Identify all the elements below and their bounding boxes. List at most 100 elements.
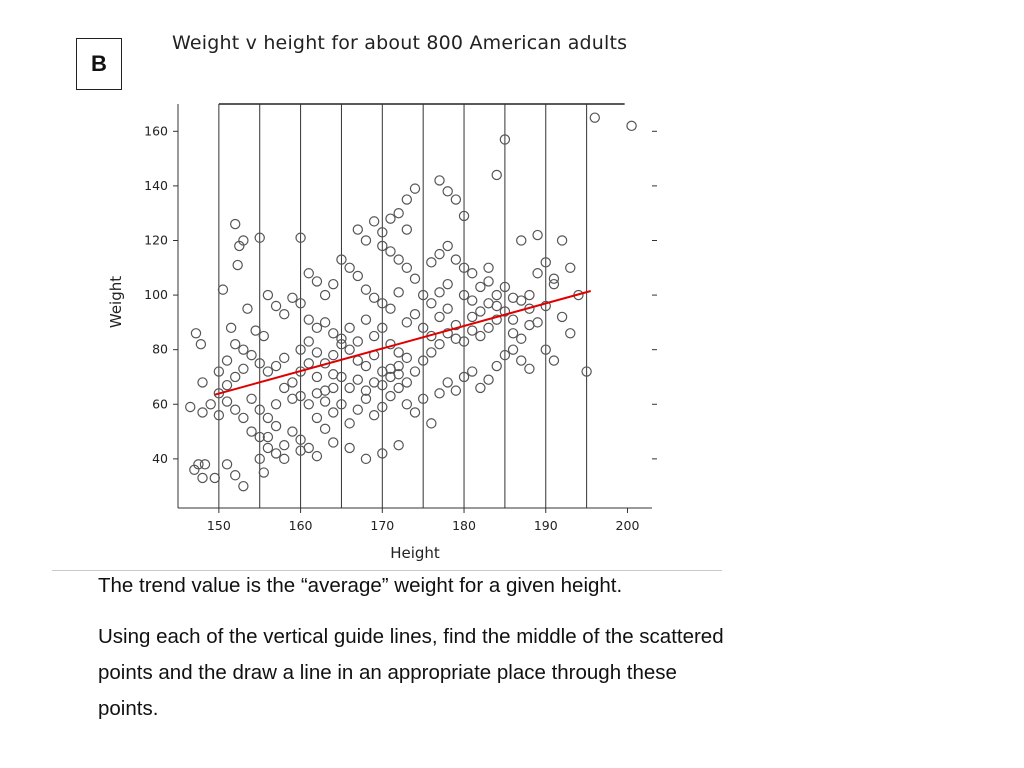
data-point (556, 311, 568, 323)
data-point (254, 232, 265, 243)
data-point (507, 314, 519, 325)
data-point (483, 276, 494, 287)
data-point (303, 314, 314, 325)
data-point (336, 339, 347, 350)
data-point (565, 262, 576, 273)
data-point (377, 379, 388, 391)
data-point (491, 289, 502, 301)
data-point (254, 431, 265, 443)
data-point (499, 134, 511, 145)
data-point (401, 224, 413, 235)
data-point (393, 369, 404, 380)
data-point (450, 319, 462, 331)
data-point (344, 322, 355, 334)
y-tick-label: 80 (152, 342, 168, 357)
data-point (258, 330, 270, 342)
data-point (360, 284, 372, 295)
data-point (377, 298, 388, 309)
data-point (393, 347, 404, 358)
data-point (270, 300, 282, 312)
data-point (426, 418, 437, 429)
data-point (442, 303, 453, 314)
data-point (238, 363, 249, 374)
data-point (295, 434, 306, 445)
data-point (491, 360, 502, 372)
data-point (279, 440, 290, 451)
data-point (360, 393, 372, 405)
data-point (246, 349, 257, 361)
data-point (344, 442, 355, 454)
data-point (195, 339, 207, 350)
data-point (311, 276, 323, 287)
data-point (193, 459, 204, 470)
data-point (319, 289, 331, 301)
data-point (287, 377, 298, 388)
data-point (385, 246, 396, 257)
data-point (556, 235, 568, 246)
data-point (360, 360, 372, 372)
data-point (507, 292, 519, 304)
data-point (434, 311, 445, 323)
axes: 150 160 170 180 190 200 40 60 80 100 120 140 160 (144, 123, 657, 533)
data-point (258, 467, 270, 478)
data-point (270, 420, 282, 432)
data-point (295, 445, 306, 456)
data-point (279, 453, 290, 465)
data-point (442, 328, 453, 339)
data-point (377, 448, 388, 459)
x-axis-label: Height (390, 544, 440, 562)
data-point (409, 183, 421, 194)
data-point (262, 431, 274, 443)
data-point (467, 311, 478, 323)
data-point (352, 374, 363, 385)
data-point (548, 273, 560, 284)
data-point (213, 409, 225, 421)
data-point (491, 169, 502, 181)
data-point (336, 399, 347, 410)
data-point (426, 347, 437, 358)
data-point (458, 262, 470, 273)
data-point (242, 303, 253, 314)
data-point (377, 240, 388, 252)
data-point (328, 369, 339, 380)
data-point (475, 281, 486, 293)
data-point (377, 227, 388, 238)
data-point (262, 366, 274, 377)
data-point (303, 268, 314, 279)
data-point (393, 382, 404, 394)
trend-line (214, 290, 591, 396)
data-point (442, 377, 453, 388)
data-point (458, 289, 470, 301)
data-point (199, 459, 211, 470)
chart-title: Weight v height for about 800 American a… (172, 32, 628, 54)
plot-frame (177, 103, 652, 509)
data-point (385, 213, 396, 224)
data-point (507, 328, 519, 339)
data-point (483, 322, 494, 334)
data-point (279, 382, 290, 394)
data-point (328, 437, 339, 448)
x-tick-label: 150 (207, 518, 231, 533)
y-tick-label: 120 (144, 232, 168, 247)
data-point (483, 298, 494, 309)
data-point (393, 207, 404, 219)
data-point (270, 360, 282, 372)
data-point (303, 358, 314, 369)
data-point (311, 322, 323, 334)
scatter-plot: 150 160 170 180 190 200 40 60 80 100 120 140 160 Hei… (107, 103, 657, 562)
data-point (475, 330, 486, 342)
data-point (225, 322, 237, 334)
separator-line (52, 570, 722, 571)
data-point (303, 336, 314, 347)
data-point (458, 210, 470, 222)
data-point (230, 470, 241, 481)
y-tick-label: 60 (152, 396, 168, 411)
x-tick-label: 190 (534, 518, 558, 533)
data-point (209, 472, 220, 484)
data-point (540, 344, 551, 355)
data-point (434, 248, 445, 260)
data-point (295, 390, 306, 402)
data-point (401, 399, 413, 410)
panel-label: B (76, 38, 122, 90)
data-point (499, 306, 511, 317)
